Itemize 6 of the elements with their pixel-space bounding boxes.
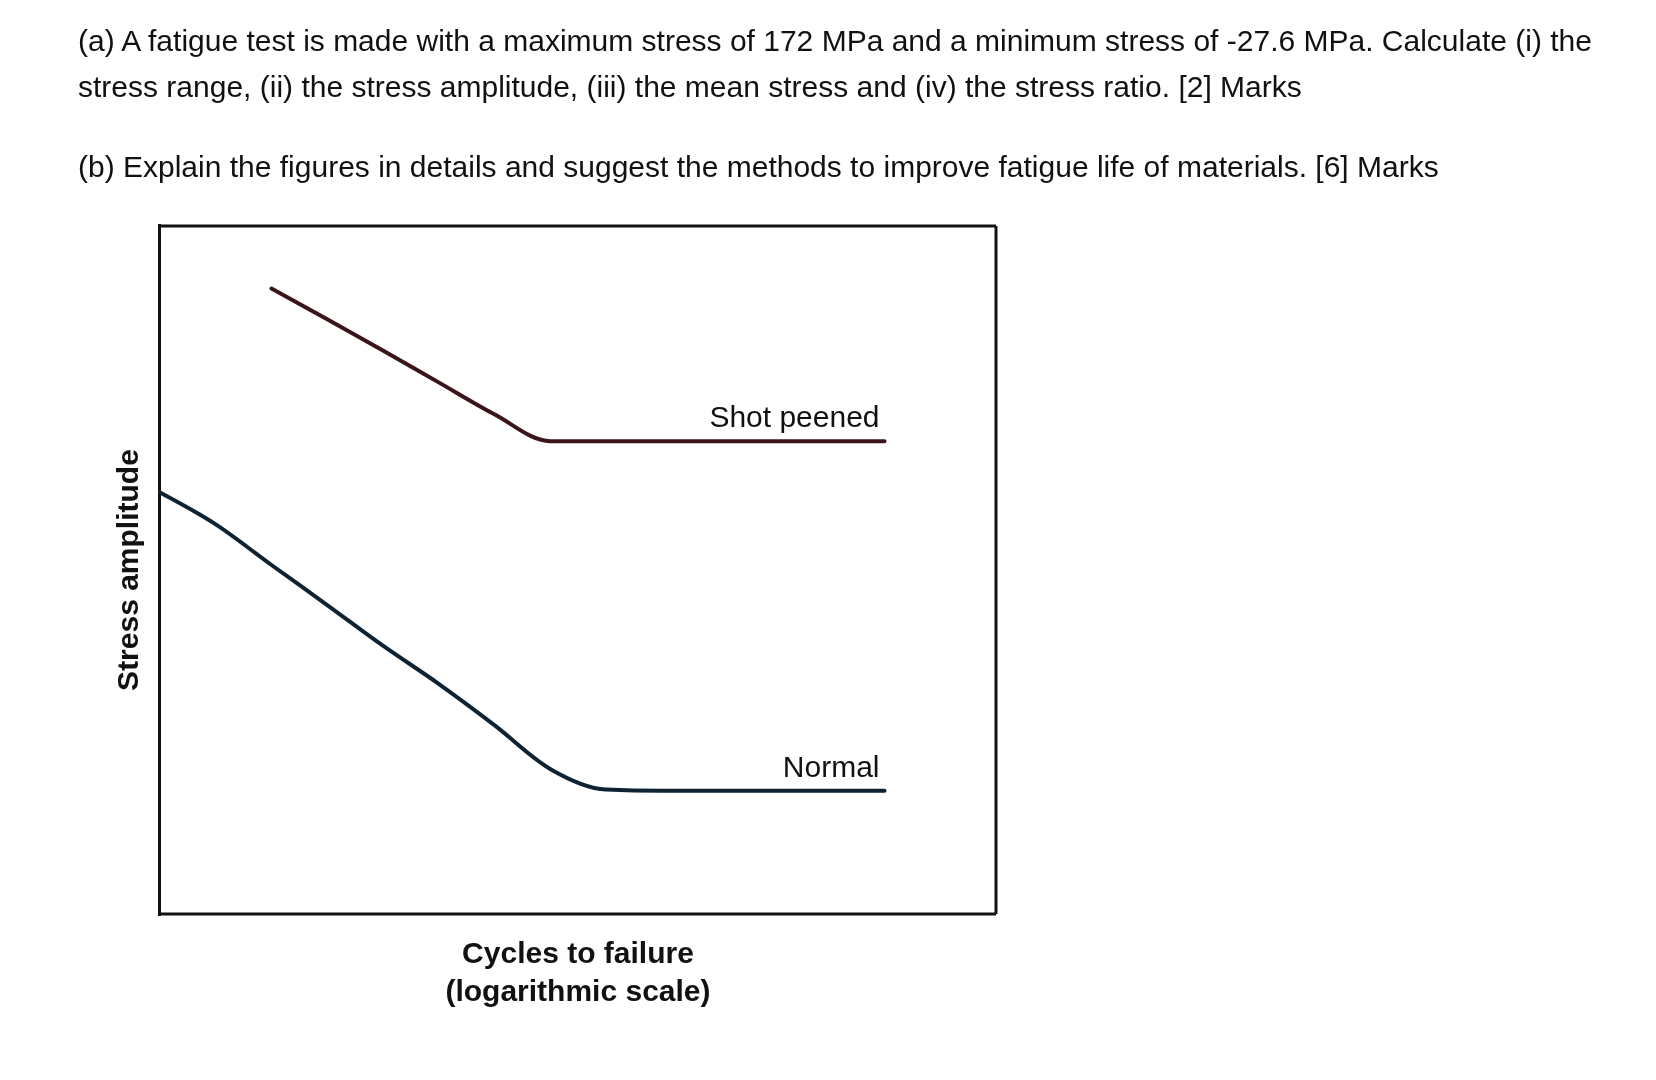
series-label: Shot peened (709, 400, 880, 434)
x-axis-title: Cycles to failure (logarithmic scale) (444, 935, 712, 1009)
series-label: Normal (782, 749, 880, 783)
chart-title: (a) A fatigue test is made with a maximum stress of 172 MPa and a minimum stress of -27.6 MPa. Calculate (i) the stress range, (ii) the stress amplitude, (iii) the mean stress and (iv) the stress ratio. [2] Marks (78, 23, 1593, 105)
chart-subtitle: (b) Explain the figures in details and suggest the methods to improve fatigue life of materials. [6] Marks (78, 150, 1440, 184)
y-axis-title: Stress amplitude (111, 449, 145, 691)
